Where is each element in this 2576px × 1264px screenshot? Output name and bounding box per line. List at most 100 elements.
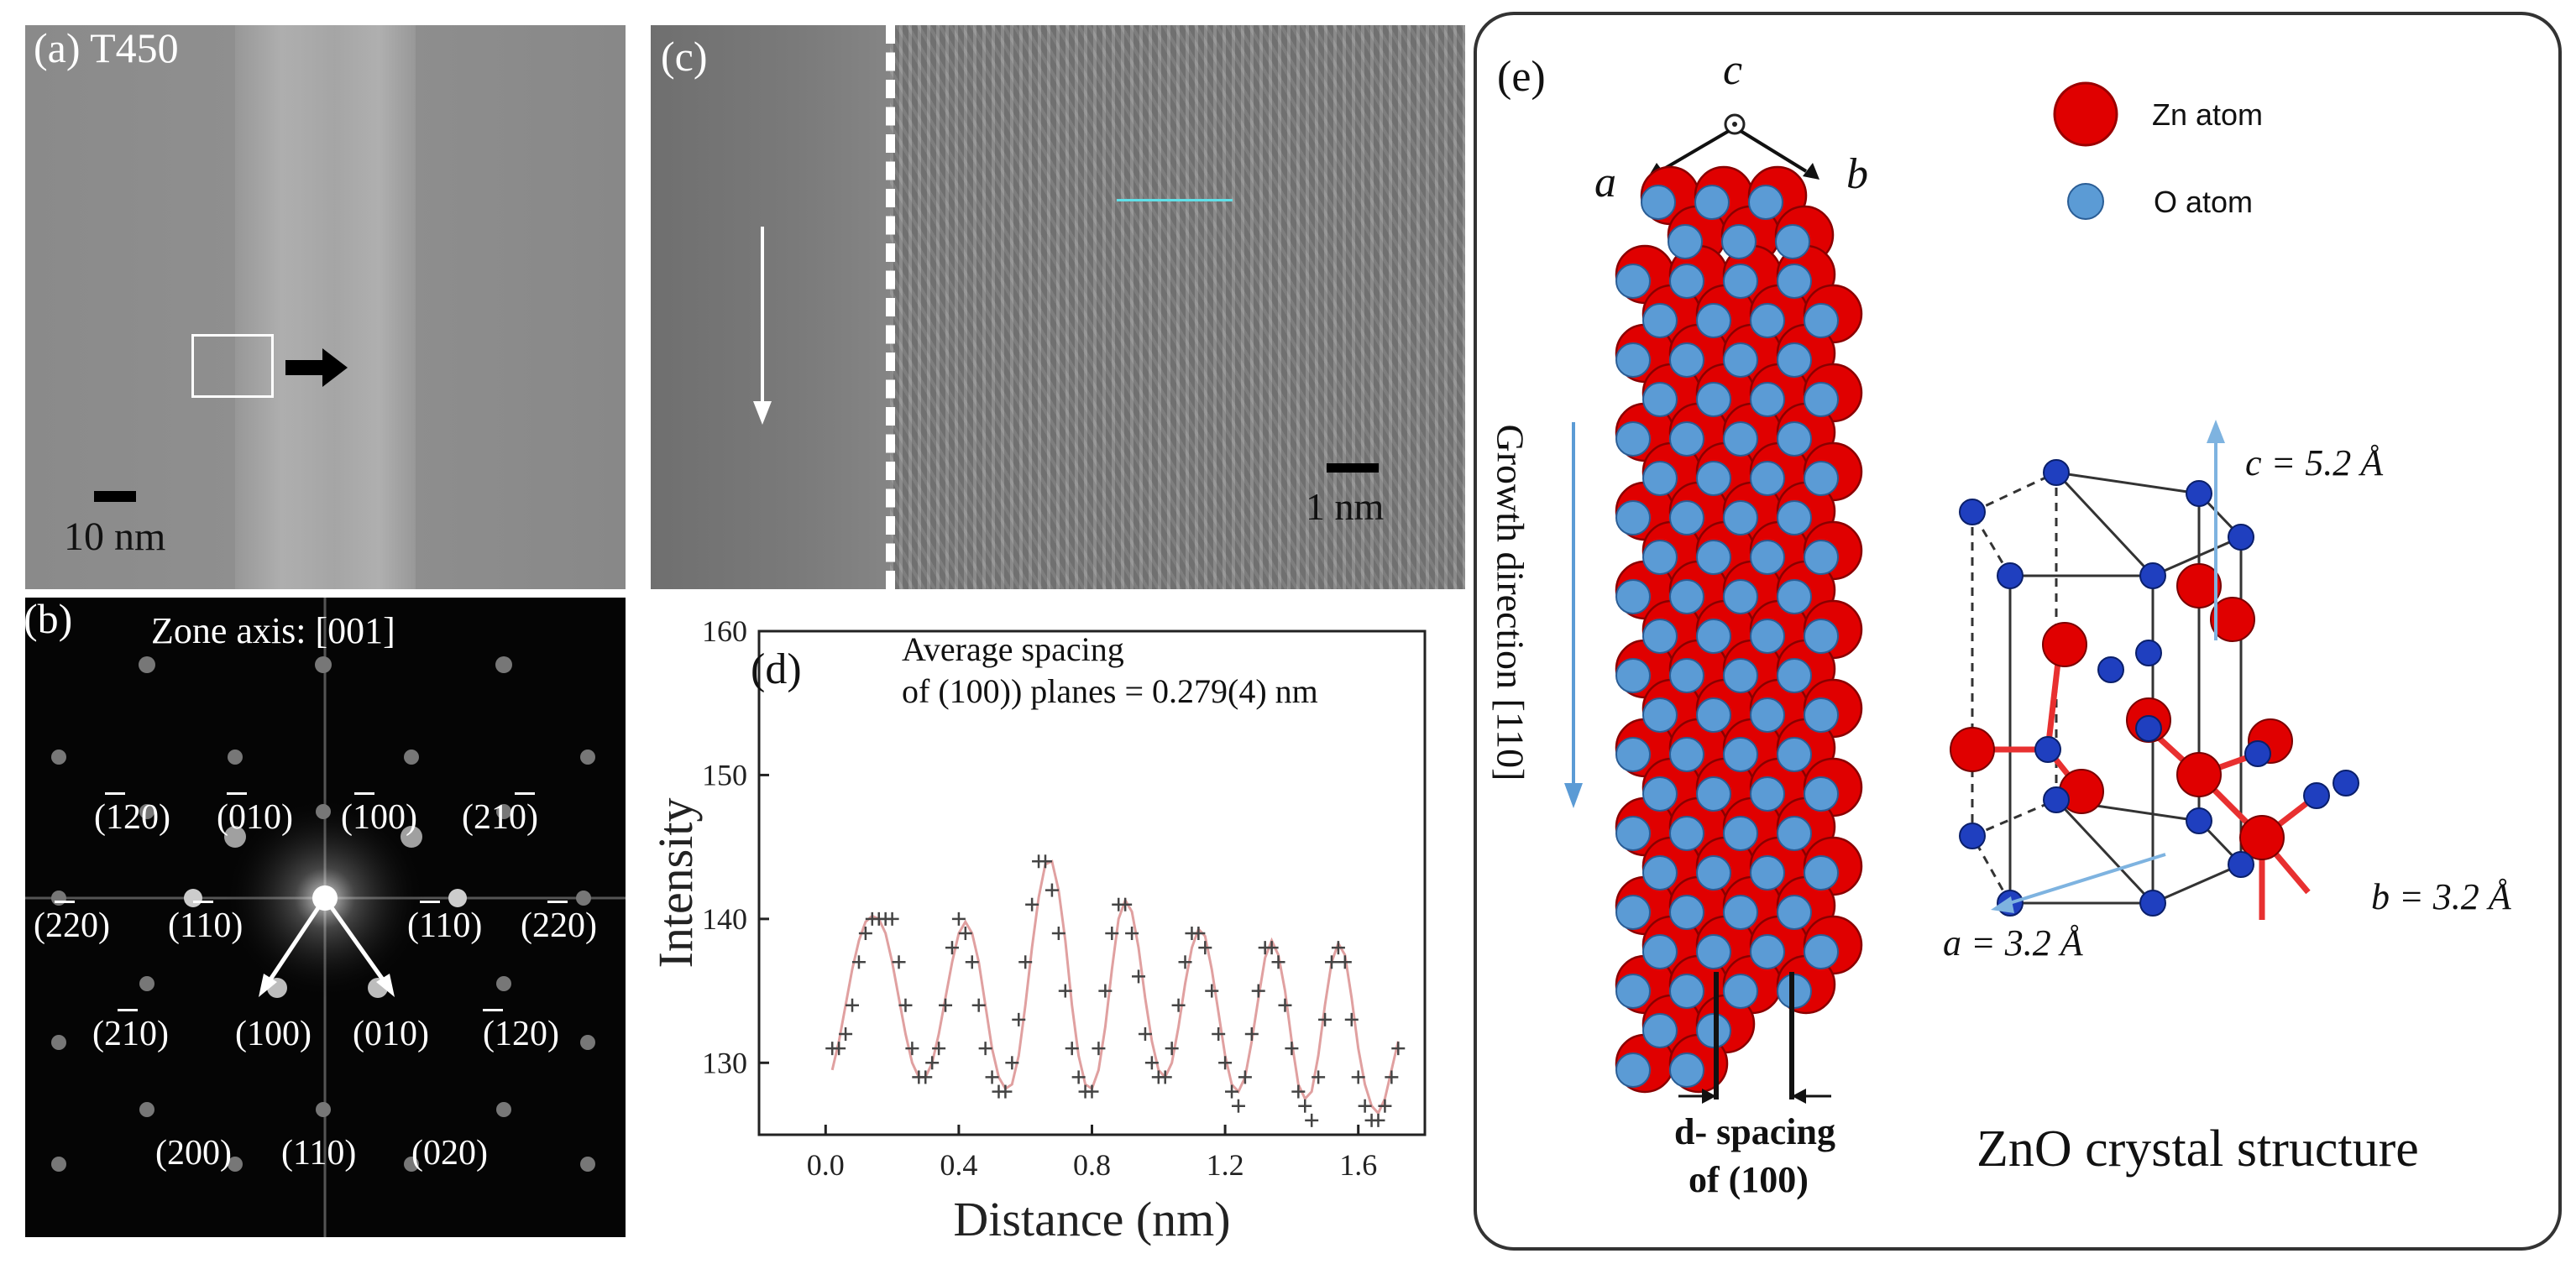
o-atom <box>2228 524 2254 551</box>
data-point <box>858 927 872 940</box>
o-atom <box>1642 461 1678 496</box>
intensity-chart: 0.0 0.4 0.8 1.2 1.6 130 140 150 160 Distance (nm)… <box>648 614 1427 1246</box>
data-point <box>951 911 966 926</box>
o-atom <box>1750 697 1785 733</box>
spot-label: (110) <box>168 906 243 945</box>
overbar <box>354 792 374 795</box>
o-atom <box>2034 736 2061 763</box>
data-point <box>1098 984 1113 998</box>
d-spacing-label-line1: d- spacing <box>1674 1111 1835 1152</box>
x-axis-label: Distance (nm) <box>953 1192 1230 1246</box>
data-point <box>1218 1056 1233 1070</box>
o-atom <box>1750 382 1785 417</box>
o-atom <box>1669 1052 1704 1088</box>
o-atom <box>2186 807 2212 834</box>
o-atom <box>1615 1052 1651 1088</box>
data-point <box>1025 897 1039 911</box>
d-spacing-label-line2: of (100) <box>1689 1159 1809 1200</box>
overbar <box>105 792 125 795</box>
data-point <box>1065 1042 1079 1056</box>
x-tick-label: 1.2 <box>1207 1148 1244 1182</box>
zone-axis-label: Zone axis: [001] <box>151 610 395 651</box>
spot-label: (210) <box>92 1015 169 1053</box>
o-atom <box>1668 224 1703 259</box>
o-atom <box>1723 500 1758 535</box>
data-point <box>1212 1027 1226 1041</box>
o-atom <box>1642 1013 1678 1048</box>
o-atom <box>1642 303 1678 338</box>
x-tick-label: 0.0 <box>807 1148 845 1182</box>
o-atom <box>2303 782 2330 809</box>
overbar <box>118 1009 138 1011</box>
data-point <box>919 1070 933 1084</box>
o-atom <box>1777 500 1812 535</box>
o-atom <box>1750 461 1785 496</box>
data-point <box>1225 1084 1239 1099</box>
scale-bar <box>1327 463 1379 473</box>
o-atom <box>1777 342 1812 378</box>
interface-dashed-line <box>886 25 895 589</box>
o-atom <box>1615 737 1651 772</box>
selection-box <box>191 334 274 398</box>
overbar <box>483 1009 503 1011</box>
panel-c-tem-image: (c) 1 nm <box>651 25 1465 589</box>
o-atom <box>1804 382 1839 417</box>
lattice-c-label: c = 5.2 Å <box>2245 442 2384 483</box>
data-point <box>1118 897 1133 911</box>
cell-edge <box>2055 798 2155 905</box>
measurement-line <box>1117 199 1233 201</box>
data-point <box>1318 1012 1333 1026</box>
x-tick-label: 0.4 <box>940 1148 977 1182</box>
overbar <box>193 901 213 903</box>
data-point <box>1378 1099 1392 1113</box>
o-atom <box>2244 740 2271 767</box>
o-atom <box>1959 499 1986 525</box>
zn-atom <box>2210 597 2255 642</box>
cell-edge <box>1971 798 2057 838</box>
overbar <box>515 792 535 795</box>
spot-label: (010) <box>353 1015 429 1053</box>
axis-b-label: b <box>1846 150 1868 198</box>
down-arrow-icon <box>753 227 772 425</box>
o-atom <box>1723 895 1758 930</box>
o-atom <box>2135 715 2162 742</box>
data-point <box>1012 1012 1026 1026</box>
lattice-region <box>890 25 1465 589</box>
y-tick-label: 150 <box>702 758 747 791</box>
data-point <box>1324 955 1338 969</box>
fft-background <box>25 598 626 1237</box>
o-atom <box>1615 658 1651 693</box>
data-point <box>965 955 979 969</box>
data-point <box>985 1070 999 1084</box>
panel-b-fft-pattern: (b) Zone axis: [001] (120) (010) (100) (… <box>25 598 626 1237</box>
o-atom <box>1777 264 1812 299</box>
data-point <box>1132 969 1146 984</box>
o-atom <box>1669 421 1704 457</box>
data-point <box>898 998 913 1012</box>
o-atom <box>2043 786 2070 813</box>
data-point <box>1358 1099 1372 1113</box>
o-atom <box>1642 855 1678 891</box>
a-lattice-arrow <box>2003 853 2166 906</box>
o-atom <box>2333 770 2359 797</box>
o-atom <box>1775 224 1810 259</box>
data-point <box>1058 984 1072 998</box>
data-point <box>1205 984 1219 998</box>
data-point <box>998 1084 1013 1099</box>
panel-a-sem-image: (a) T450 10 nm <box>25 25 626 589</box>
o-atom <box>1777 658 1812 693</box>
o-atom <box>2043 459 2070 486</box>
o-atom <box>1777 737 1812 772</box>
o-atom <box>1804 619 1839 654</box>
spot-label: (100) <box>341 798 417 837</box>
reciprocal-arrows-icon <box>259 905 395 997</box>
panel-c-scale-label: 1 nm <box>1306 485 1385 528</box>
o-atom <box>1777 579 1812 614</box>
o-atom <box>1723 421 1758 457</box>
legend-o-label: O atom <box>2154 185 2254 219</box>
zn-atom <box>2239 815 2285 860</box>
data-point <box>1198 941 1212 955</box>
data-point <box>1105 927 1119 940</box>
o-atom <box>1721 224 1757 259</box>
o-atom <box>1642 619 1678 654</box>
